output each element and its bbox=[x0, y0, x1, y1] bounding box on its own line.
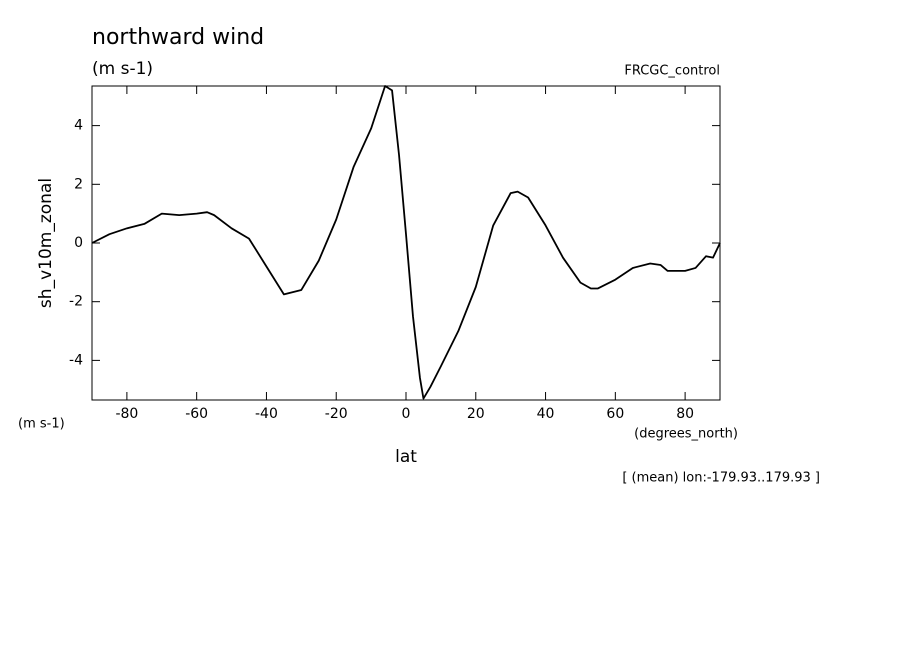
x-tick-label: 20 bbox=[467, 406, 485, 422]
run-label: FRCGC_control bbox=[624, 64, 720, 79]
x-tick-label: -40 bbox=[255, 406, 278, 422]
data-line bbox=[91, 85, 721, 400]
y-tick-label: 4 bbox=[74, 118, 83, 134]
y-tick-label: -2 bbox=[69, 294, 83, 310]
x-axis-label: lat bbox=[395, 447, 417, 467]
x-tick-label: -80 bbox=[115, 406, 138, 422]
y-units: (m s-1) bbox=[18, 417, 65, 432]
x-tick-label: 80 bbox=[676, 406, 694, 422]
y-tick-label: 0 bbox=[74, 235, 83, 251]
annotation: [ (mean) lon:-179.93..179.93 ] bbox=[622, 471, 820, 486]
chart-subtitle: (m s-1) bbox=[92, 59, 153, 79]
x-tick-label: -60 bbox=[185, 406, 208, 422]
x-tick-label: -20 bbox=[325, 406, 348, 422]
y-tick-label: 2 bbox=[74, 176, 83, 192]
chart-title: northward wind bbox=[92, 25, 264, 50]
y-axis-label: sh_v10m_zonal bbox=[36, 178, 56, 308]
x-tick-label: 0 bbox=[402, 406, 411, 422]
x-tick-label: 40 bbox=[537, 406, 555, 422]
y-tick-label: -4 bbox=[69, 352, 83, 368]
x-tick-label: 60 bbox=[606, 406, 624, 422]
x-units: (degrees_north) bbox=[634, 427, 738, 442]
